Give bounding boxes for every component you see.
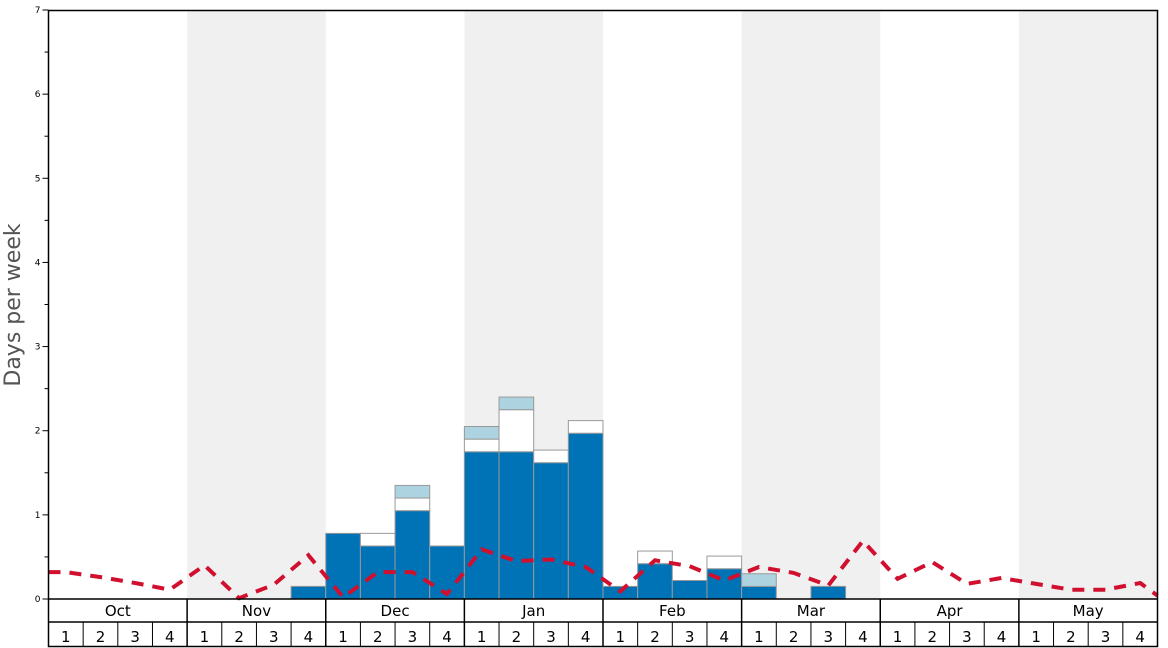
week-label: 3 <box>962 628 972 646</box>
plot-frame <box>47 9 1159 648</box>
week-label: 2 <box>373 628 383 646</box>
week-label: 2 <box>650 628 660 646</box>
week-label: 3 <box>269 628 279 646</box>
week-label: 1 <box>61 628 71 646</box>
month-label-apr: Apr <box>937 602 964 620</box>
bar-mid <box>706 555 743 570</box>
bar-mid <box>394 497 431 512</box>
week-label: 1 <box>200 628 210 646</box>
bar-dark <box>637 563 673 600</box>
y-tick-label: 3 <box>35 343 41 353</box>
month-label-may: May <box>1073 602 1104 620</box>
week-label: 1 <box>616 628 626 646</box>
month-label-nov: Nov <box>242 602 271 620</box>
y-axis: 0 1 2 3 4 5 6 7 <box>35 6 49 605</box>
bar-dark <box>290 585 327 600</box>
week-label: 4 <box>997 628 1007 646</box>
y-axis-label: Days per week <box>1 223 26 386</box>
week-label: 1 <box>1031 628 1041 646</box>
bar-mid <box>359 532 396 547</box>
week-label: 4 <box>581 628 591 646</box>
bar-mid <box>567 420 604 434</box>
bar-dark <box>567 432 604 600</box>
month-shade-nov <box>187 10 326 599</box>
bar-mid <box>533 449 569 464</box>
week-label: 3 <box>685 628 695 646</box>
week-label: 4 <box>304 628 314 646</box>
bar-light <box>498 396 535 411</box>
week-label: 2 <box>927 628 937 646</box>
bar-dark <box>498 451 535 600</box>
week-label: 2 <box>234 628 244 646</box>
y-tick-label: 2 <box>35 427 41 437</box>
week-label: 1 <box>754 628 764 646</box>
month-shade-may <box>1018 10 1158 599</box>
week-label: 4 <box>858 628 868 646</box>
week-label: 4 <box>165 628 175 646</box>
month-label-feb: Feb <box>659 602 686 620</box>
line-path <box>48 537 1159 601</box>
month-shading <box>187 10 1158 599</box>
week-label: 2 <box>96 628 106 646</box>
x-axis: Oct 1 2 3 4 Nov 1 2 3 4 Dec 1 2 3 4 Jan 1 2 3 4 Feb 1 2 3 4 Mar 1 2… <box>48 598 1158 646</box>
week-label: 2 <box>512 628 522 646</box>
bar-mid <box>637 550 673 565</box>
y-tick-label: 1 <box>35 511 41 521</box>
week-label: 4 <box>1135 628 1145 646</box>
bar-light <box>741 573 777 587</box>
bar-dark <box>741 585 777 600</box>
y-tick-label: 0 <box>35 595 41 605</box>
week-label: 4 <box>442 628 452 646</box>
week-label: 3 <box>823 628 833 646</box>
week-label: 1 <box>477 628 487 646</box>
bar-light <box>394 484 431 499</box>
week-label: 3 <box>546 628 556 646</box>
y-tick-label: 6 <box>35 90 41 100</box>
bar-dark <box>429 545 465 600</box>
bar-dark <box>463 451 500 600</box>
week-label: 2 <box>789 628 799 646</box>
bar-mid <box>463 438 500 453</box>
week-label: 4 <box>720 628 730 646</box>
y-tick-label: 5 <box>35 174 41 184</box>
week-label: 1 <box>893 628 903 646</box>
month-label-mar: Mar <box>797 602 826 620</box>
bar-mid <box>498 409 535 453</box>
bar-dark <box>706 568 743 600</box>
month-label-oct: Oct <box>105 602 131 620</box>
month-shade-mar <box>741 10 881 599</box>
bar-dark <box>394 510 431 600</box>
y-tick-label: 7 <box>35 6 41 16</box>
bar-light <box>463 426 500 440</box>
bars <box>290 396 847 600</box>
bar-dark <box>810 585 847 600</box>
y-tick-label: 4 <box>35 258 41 268</box>
month-label-dec: Dec <box>381 602 410 620</box>
line-series <box>48 537 1159 601</box>
week-label: 1 <box>338 628 348 646</box>
week-label: 3 <box>1101 628 1111 646</box>
bar-dark <box>671 579 708 600</box>
week-label: 2 <box>1066 628 1076 646</box>
week-label: 3 <box>408 628 418 646</box>
week-label: 3 <box>130 628 140 646</box>
bar-dark <box>533 462 569 600</box>
month-label-jan: Jan <box>521 602 545 620</box>
